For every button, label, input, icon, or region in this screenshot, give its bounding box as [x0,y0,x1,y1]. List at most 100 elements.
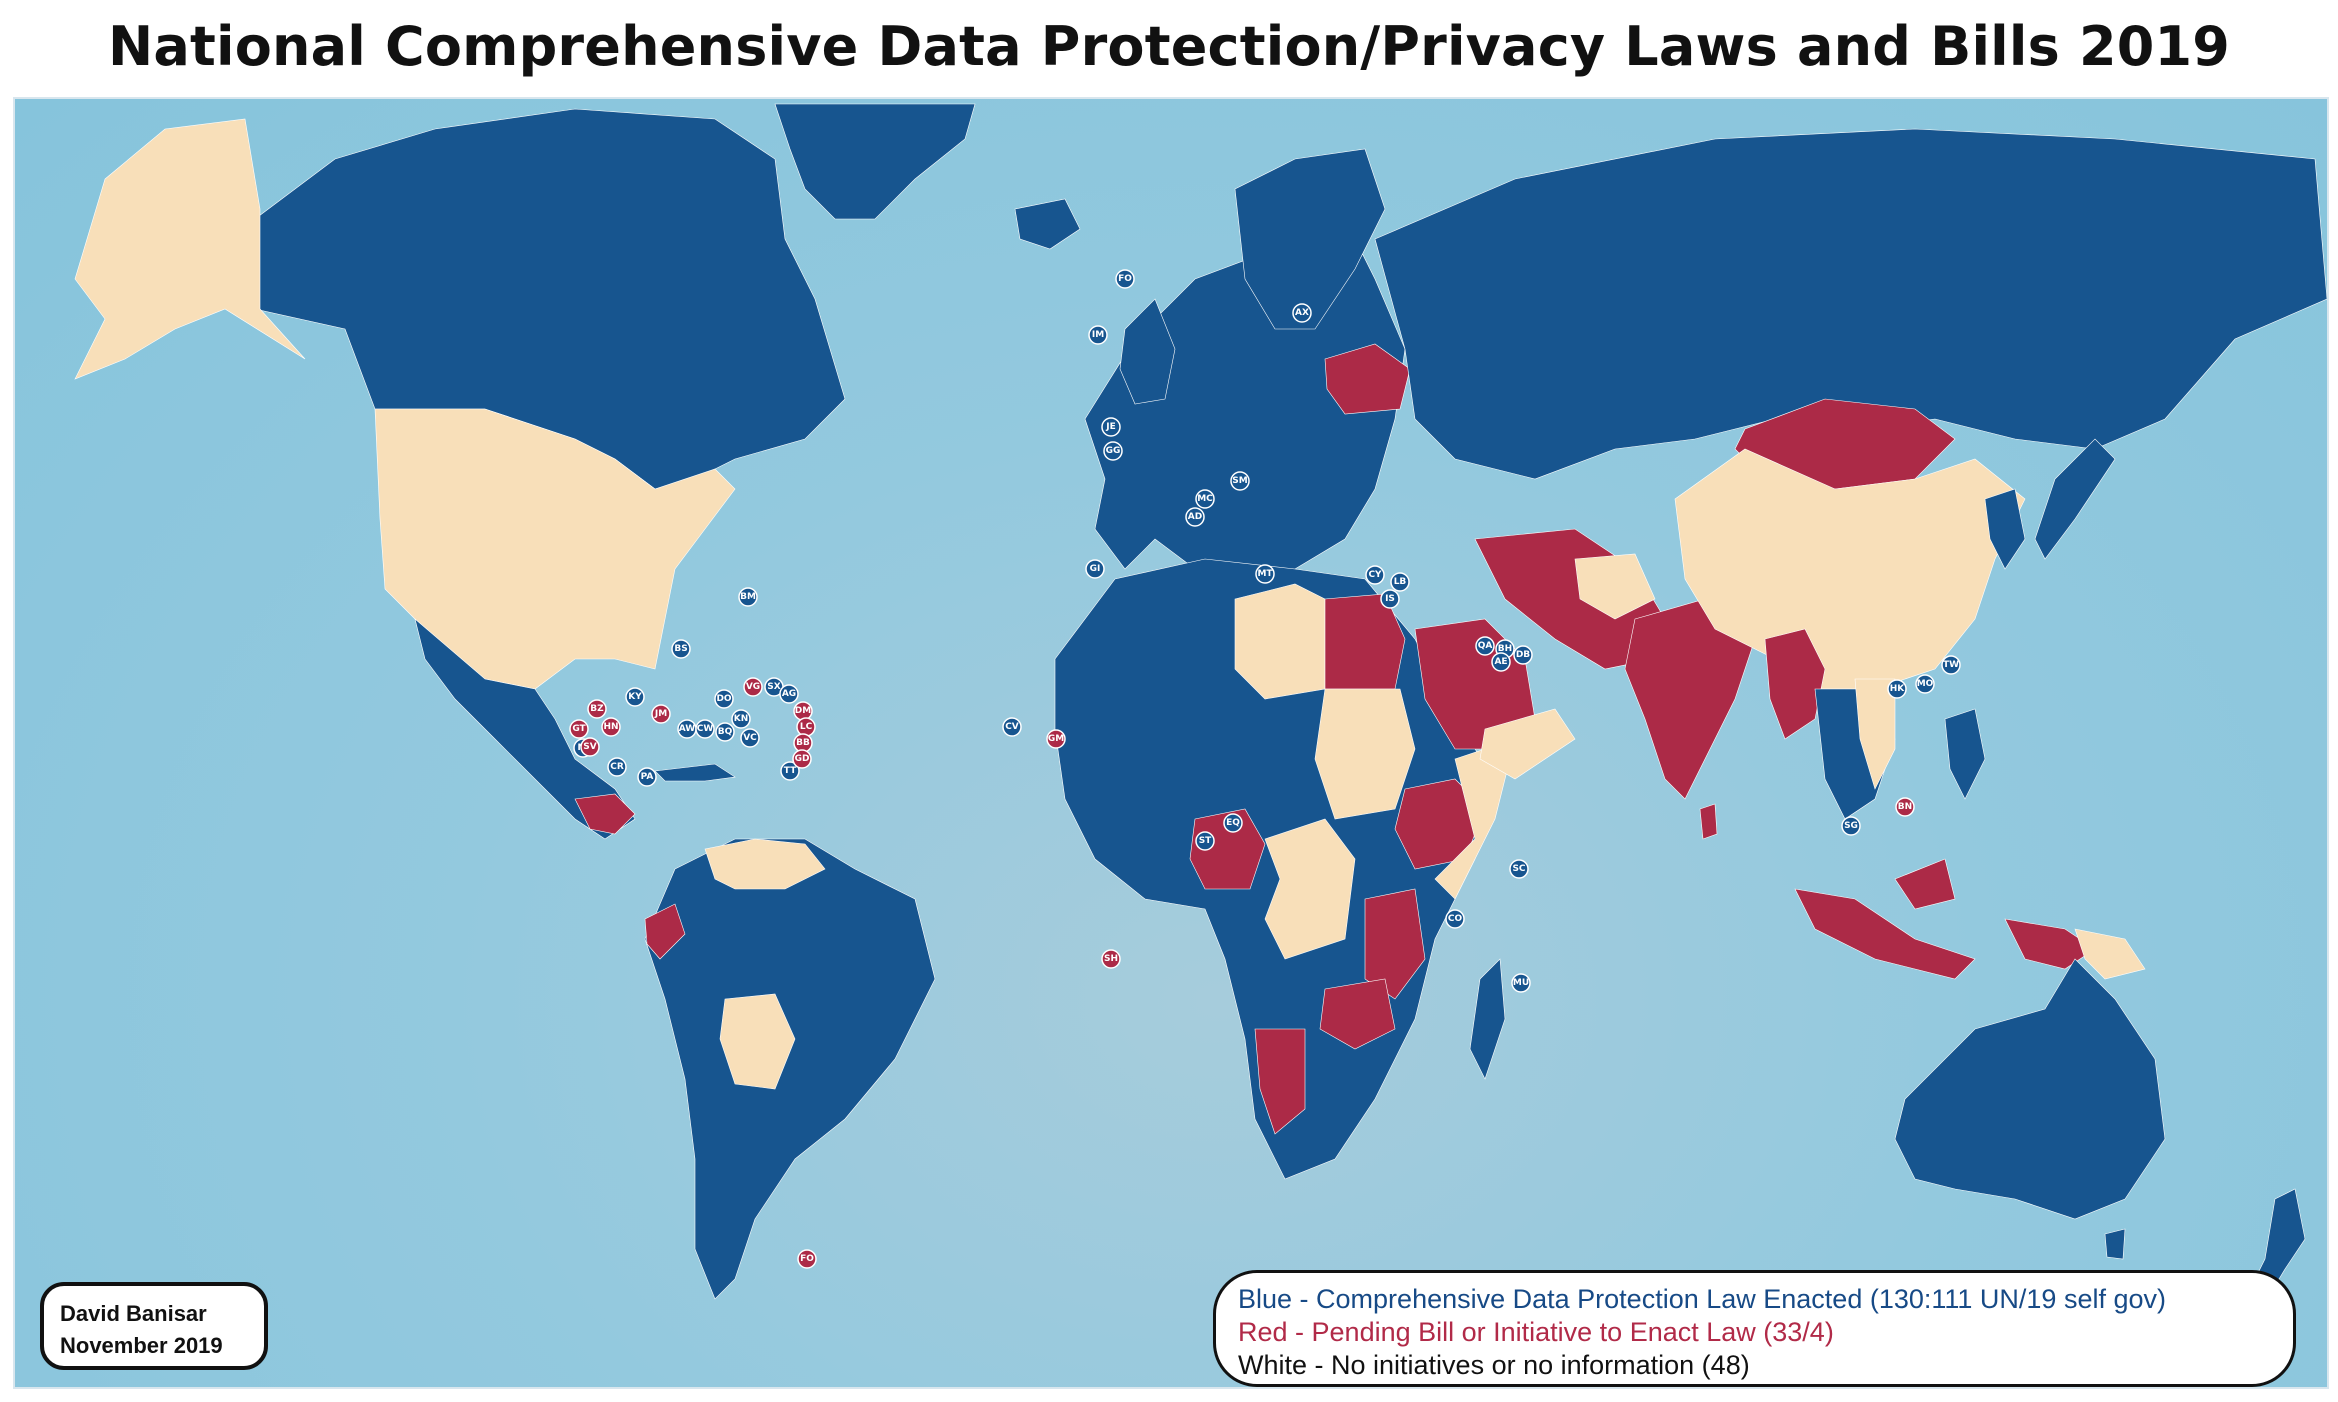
indonesia [1794,858,2096,980]
territory-marker-ag: AG [779,684,799,704]
territory-marker-cy: CY [1365,565,1385,585]
oman-yemen [1479,708,1576,780]
territory-marker-eq: EQ [1223,813,1243,833]
svg-text:GM: GM [1048,734,1064,744]
svg-text:ST: ST [1199,836,1212,846]
svg-text:CO: CO [1448,914,1463,924]
svg-text:DM: DM [795,706,811,716]
territory-marker-db: DB [1513,645,1533,665]
territory-marker-bs: BS [671,639,691,659]
territory-marker-mu: MU [1511,973,1531,993]
ecuador [644,903,686,960]
namibia [1254,1028,1306,1135]
svg-text:AD: AD [1188,512,1202,522]
territory-marker-qa: QA [1475,636,1495,656]
svg-text:MT: MT [1257,569,1273,579]
svg-text:CV: CV [1005,722,1019,732]
territory-marker-gi: GI [1085,559,1105,579]
zambia-malawi [1319,978,1396,1050]
territory-marker-vg: VG [743,677,763,697]
territory-marker-sv: SV [580,737,600,757]
territory-marker-mo: MO [1915,674,1935,694]
korea-japan [1984,438,2116,570]
egypt [1324,593,1406,690]
svg-text:AW: AW [679,724,696,734]
uk-ireland [1119,298,1176,405]
svg-text:MU: MU [1513,978,1529,988]
legend-item-none: White - No initiatives or no information… [1238,1350,1750,1380]
svg-text:GG: GG [1106,446,1121,456]
svg-text:SH: SH [1104,954,1118,964]
tasmania [2104,1228,2126,1260]
svg-text:IM: IM [1092,330,1104,340]
sri-lanka [1699,803,1718,840]
central-africa-none [1264,818,1356,960]
territory-marker-vc: VC [740,728,760,748]
legend-item-enacted: Blue - Comprehensive Data Protection Law… [1238,1284,2166,1314]
territory-marker-sh: SH [1101,949,1121,969]
china [1674,448,2026,690]
svg-text:AG: AG [782,689,796,699]
svg-text:MC: MC [1197,494,1213,504]
territory-marker-gm: GM [1046,729,1066,749]
svg-text:GD: GD [795,754,810,764]
svg-text:IS: IS [1385,594,1395,604]
russia [1374,128,2327,480]
territory-marker-bm: BM [738,587,758,607]
territory-marker-is: IS [1380,589,1400,609]
svg-text:CY: CY [1368,570,1382,580]
bolivia [719,993,796,1090]
legend-item-pending: Red - Pending Bill or Initiative to Enac… [1238,1317,1834,1347]
svg-text:BB: BB [796,738,810,748]
svg-text:HN: HN [603,722,618,732]
svg-text:BN: BN [1898,802,1912,812]
territory-marker-tw: TW [1941,655,1961,675]
central-america-pending [574,793,636,835]
belarus [1324,343,1411,415]
philippines [1944,708,1986,800]
svg-text:BM: BM [740,592,756,602]
svg-text:BH: BH [1498,644,1512,654]
alaska [74,118,306,380]
territory-marker-cr: CR [607,757,627,777]
territory-marker-mc: MC [1195,489,1215,509]
svg-text:FO: FO [1118,274,1132,284]
territory-marker-pa: PA [637,767,657,787]
scandinavia [1234,148,1386,330]
territory-marker-bb: BB [793,733,813,753]
territory-marker-st: ST [1195,831,1215,851]
svg-text:SG: SG [1844,821,1858,831]
svg-text:SX: SX [767,682,780,692]
territory-marker-sc: SC [1509,859,1529,879]
map-svg: FO IM JE GG AX MC SM AD GI MT CY LB IS QA BH AE DB BM BS KY… [74,103,2327,1320]
east-africa-pending [1364,888,1426,1000]
svg-text:KN: KN [734,714,749,724]
territory-marker-ky: KY [625,687,645,707]
vietnam-laos [1854,678,1896,790]
credit-date: November 2019 [60,1333,223,1358]
territory-marker-hk: HK [1887,679,1907,699]
svg-text:JM: JM [654,709,667,719]
credit-box: David Banisar November 2019 [40,1282,268,1370]
territory-marker-lb: LB [1390,572,1410,592]
svg-text:CR: CR [610,762,624,772]
afghanistan [1574,553,1656,620]
territory-marker-kn: KN [731,709,751,729]
svg-text:PA: PA [641,772,654,782]
svg-text:LB: LB [1394,577,1407,587]
territory-marker-gd: GD [792,749,812,769]
svg-text:SC: SC [1512,864,1525,874]
territory-marker-lc: LC [796,717,816,737]
south-america [644,838,936,1300]
svg-text:DB: DB [1516,650,1530,660]
territory-marker-cw: CW [695,719,715,739]
territory-marker-ax: AX [1292,303,1312,323]
svg-text:LC: LC [800,722,813,732]
cuba [654,763,736,782]
svg-text:TT: TT [784,766,797,776]
svg-text:BS: BS [674,644,687,654]
svg-text:BQ: BQ [718,727,733,737]
svg-text:EQ: EQ [1226,818,1240,828]
territory-marker-co: CO [1445,909,1465,929]
territory-marker-gt: GT [569,719,589,739]
